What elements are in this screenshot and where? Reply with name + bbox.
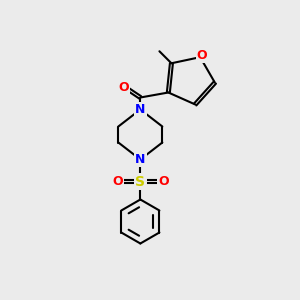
Text: O: O	[197, 49, 208, 62]
Text: O: O	[112, 175, 123, 188]
Text: N: N	[135, 153, 146, 166]
Text: S: S	[135, 175, 145, 188]
Text: N: N	[135, 103, 146, 116]
Text: O: O	[158, 175, 169, 188]
Text: O: O	[118, 81, 129, 94]
